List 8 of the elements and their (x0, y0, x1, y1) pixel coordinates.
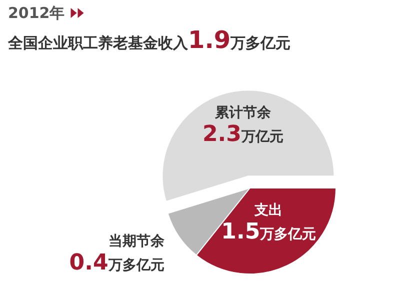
data-label: 1.5万多亿元 (221, 220, 316, 245)
data-label: 0.4万多亿元 (69, 250, 164, 276)
chart-title: 2012年 (8, 4, 65, 22)
slice-label: 支出 (254, 202, 283, 219)
slice-label: 当期节余 (108, 234, 166, 250)
slice-label: 累计节余 (214, 105, 272, 122)
chart-subtitle: 全国企业职工养老基金收入1.9万多亿元 (7, 26, 291, 54)
data-label: 2.3万亿元 (202, 122, 284, 148)
